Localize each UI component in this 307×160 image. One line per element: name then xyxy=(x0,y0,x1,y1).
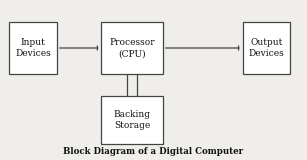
Text: Backing
Storage: Backing Storage xyxy=(114,110,150,130)
FancyBboxPatch shape xyxy=(101,96,163,144)
Text: Output
Devices: Output Devices xyxy=(248,38,284,58)
FancyBboxPatch shape xyxy=(9,22,57,74)
FancyBboxPatch shape xyxy=(243,22,290,74)
FancyBboxPatch shape xyxy=(101,22,163,74)
Text: Input
Devices: Input Devices xyxy=(15,38,51,58)
Text: Block Diagram of a Digital Computer: Block Diagram of a Digital Computer xyxy=(64,147,243,156)
Text: Processor
(CPU): Processor (CPU) xyxy=(109,38,155,58)
